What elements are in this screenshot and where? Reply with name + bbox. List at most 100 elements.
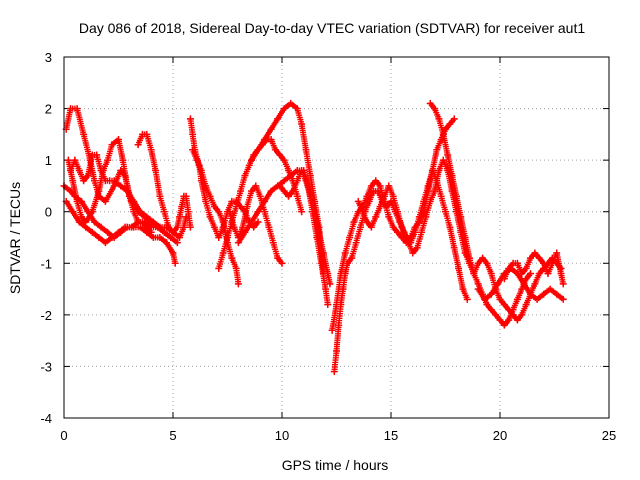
data-point [234, 280, 242, 288]
x-tick-label: 10 [275, 428, 289, 443]
data-point [134, 141, 142, 149]
data-point [435, 166, 443, 174]
data-point [452, 192, 460, 200]
data-point [450, 115, 458, 123]
data-point [215, 264, 223, 272]
data-point [95, 234, 103, 241]
data-point [276, 151, 284, 159]
data-point [341, 249, 349, 257]
data-point [143, 228, 151, 236]
data-point [483, 259, 491, 267]
data-point [302, 177, 310, 185]
data-point [261, 136, 269, 144]
data-point [108, 141, 116, 149]
data-point [435, 115, 443, 123]
data-point [232, 203, 240, 211]
data-point [289, 187, 297, 195]
y-tick-label: 2 [45, 102, 52, 117]
x-tick-label: 20 [493, 428, 507, 443]
data-point [363, 192, 371, 200]
data-point [156, 223, 164, 231]
x-tick-label: 25 [602, 428, 616, 443]
data-point [197, 166, 205, 174]
data-point [337, 270, 345, 278]
data-point [459, 285, 467, 293]
data-point [559, 280, 567, 288]
data-point [465, 259, 473, 267]
data-point [73, 105, 81, 113]
data-point [254, 218, 262, 226]
data-point [176, 234, 184, 241]
data-point [553, 290, 561, 298]
data-point [540, 290, 548, 298]
data-point [557, 270, 565, 278]
data-point [67, 166, 75, 174]
data-point [247, 156, 255, 164]
data-point [483, 301, 491, 309]
data-point [328, 326, 336, 334]
data-point [363, 218, 371, 226]
y-tick-label: -4 [40, 411, 52, 426]
data-point [426, 99, 434, 107]
data-point [433, 177, 441, 185]
data-point [496, 316, 504, 324]
data-point [241, 172, 249, 180]
tick-labels: 0 5 10 15 20 25 -4 -3 -2 -1 0 1 2 3 [40, 50, 616, 443]
data-point [298, 166, 306, 174]
data-point [189, 130, 197, 138]
data-point [184, 208, 192, 216]
data-point [546, 285, 554, 293]
chart-title: Day 086 of 2018, Sidereal Day-to-day VTE… [79, 20, 586, 36]
data-point [527, 270, 535, 278]
plot-frame [63, 56, 610, 419]
data-point [169, 228, 177, 236]
data-point [149, 218, 157, 226]
data-point [180, 223, 188, 231]
data-point [274, 115, 282, 123]
data-point [241, 228, 249, 236]
data-point [367, 223, 375, 231]
data-point [354, 197, 362, 205]
data-point [380, 192, 388, 200]
data-point [91, 177, 99, 185]
data-point [540, 259, 548, 267]
data-point [80, 177, 88, 185]
data-point [119, 156, 127, 164]
data-point [228, 254, 236, 262]
data-point [160, 208, 168, 216]
data-point [494, 280, 502, 288]
series-s6 [134, 130, 194, 236]
data-point [245, 161, 253, 169]
data-point [518, 270, 526, 278]
y-tick-label: 3 [45, 50, 52, 65]
data-point [446, 120, 454, 128]
data-point [267, 125, 275, 133]
data-point [481, 295, 489, 303]
data-point [411, 228, 419, 236]
data-point [420, 197, 428, 205]
data-point [95, 187, 103, 195]
data-point [457, 213, 465, 221]
data-point [88, 228, 96, 236]
data-point [101, 239, 109, 247]
data-point [315, 228, 323, 236]
data-point [173, 239, 181, 247]
data-point [117, 182, 125, 190]
data-point [461, 249, 469, 257]
data-point [165, 223, 173, 231]
data-point [326, 280, 334, 288]
data-point [463, 295, 471, 303]
data-point [219, 249, 227, 257]
series-s8 [189, 146, 242, 288]
series-s16 [354, 166, 471, 303]
series-s10 [226, 182, 286, 267]
data-point [84, 172, 92, 180]
data-point [518, 311, 526, 319]
data-point [522, 301, 530, 309]
data-point [559, 295, 567, 303]
data-point [156, 192, 164, 200]
data-point [75, 166, 83, 174]
data-point [513, 259, 521, 267]
data-point [527, 254, 535, 262]
